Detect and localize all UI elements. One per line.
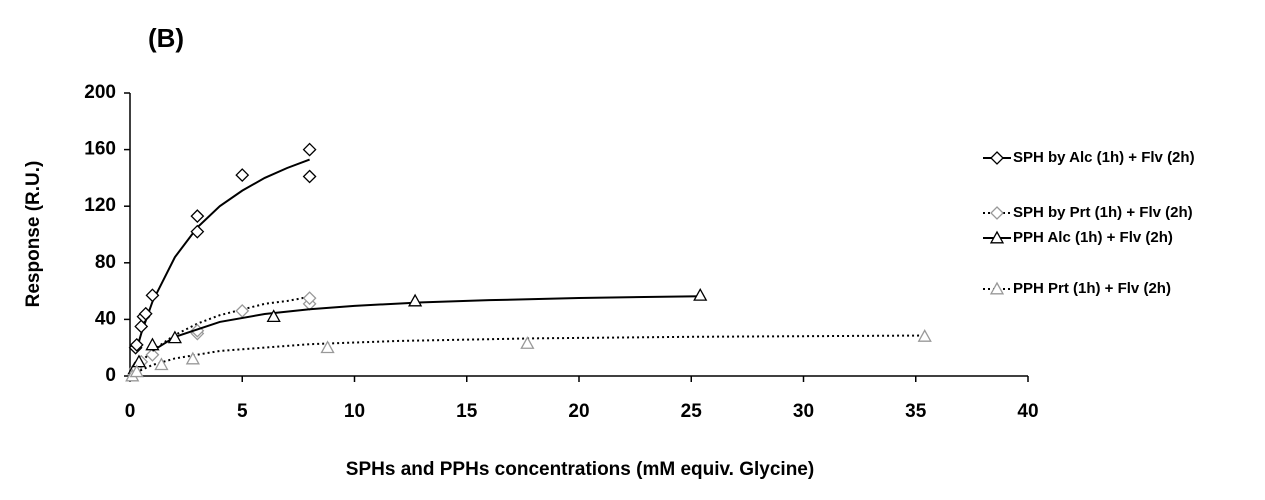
y-tick-label: 160 — [84, 139, 116, 160]
y-tick-label: 0 — [105, 365, 116, 386]
data-point — [520, 336, 535, 349]
data-point — [131, 354, 147, 368]
x-tick-label: 30 — [793, 401, 814, 422]
data-point — [129, 337, 144, 352]
y-axis-label: Response (R.U.) — [23, 161, 44, 308]
legend-label: SPH by Alc (1h) + Flv (2h) — [1013, 149, 1195, 166]
data-point — [693, 288, 708, 301]
legend-label: SPH by Prt (1h) + Flv (2h) — [1013, 204, 1193, 221]
legend-marker — [989, 230, 1005, 244]
data-point — [235, 168, 250, 182]
data-point — [185, 351, 200, 365]
x-axis-label: SPHs and PPHs concentrations (mM equiv. … — [346, 459, 814, 480]
data-point — [138, 306, 153, 321]
x-tick-label: 20 — [568, 401, 589, 422]
y-tick-label: 200 — [84, 82, 116, 103]
x-tick-label: 0 — [125, 401, 136, 422]
x-tick-label: 15 — [456, 401, 478, 422]
x-tick-label: 40 — [1017, 401, 1038, 422]
legend-marker — [990, 151, 1004, 165]
y-tick-label: 40 — [95, 308, 116, 329]
x-tick-label: 35 — [905, 401, 927, 422]
y-tick-label: 120 — [84, 195, 116, 216]
fit-line — [135, 334, 925, 374]
fit-line — [151, 295, 701, 352]
x-tick-label: 25 — [681, 401, 703, 422]
x-tick-label: 5 — [237, 401, 248, 422]
legend-label: PPH Alc (1h) + Flv (2h) — [1013, 229, 1173, 246]
data-point — [235, 303, 250, 318]
data-point — [167, 330, 183, 344]
data-point — [917, 329, 932, 342]
data-point — [134, 319, 149, 334]
data-point — [320, 340, 335, 354]
data-point — [145, 288, 160, 303]
data-point — [145, 347, 160, 362]
fit-line — [134, 158, 310, 354]
y-tick-label: 80 — [95, 252, 116, 273]
data-point — [302, 169, 317, 184]
data-point — [190, 209, 205, 224]
data-point — [145, 337, 160, 351]
legend-marker — [989, 281, 1005, 295]
data-point — [408, 293, 423, 307]
data-point — [154, 357, 169, 371]
data-point — [266, 309, 281, 323]
data-point — [302, 291, 317, 306]
chart-title: (B) — [148, 23, 184, 53]
data-point — [129, 364, 144, 378]
data-point — [190, 224, 205, 239]
legend-label: PPH Prt (1h) + Flv (2h) — [1013, 280, 1171, 297]
data-point — [302, 142, 317, 157]
legend-marker — [990, 206, 1004, 220]
x-tick-label: 10 — [344, 401, 365, 422]
